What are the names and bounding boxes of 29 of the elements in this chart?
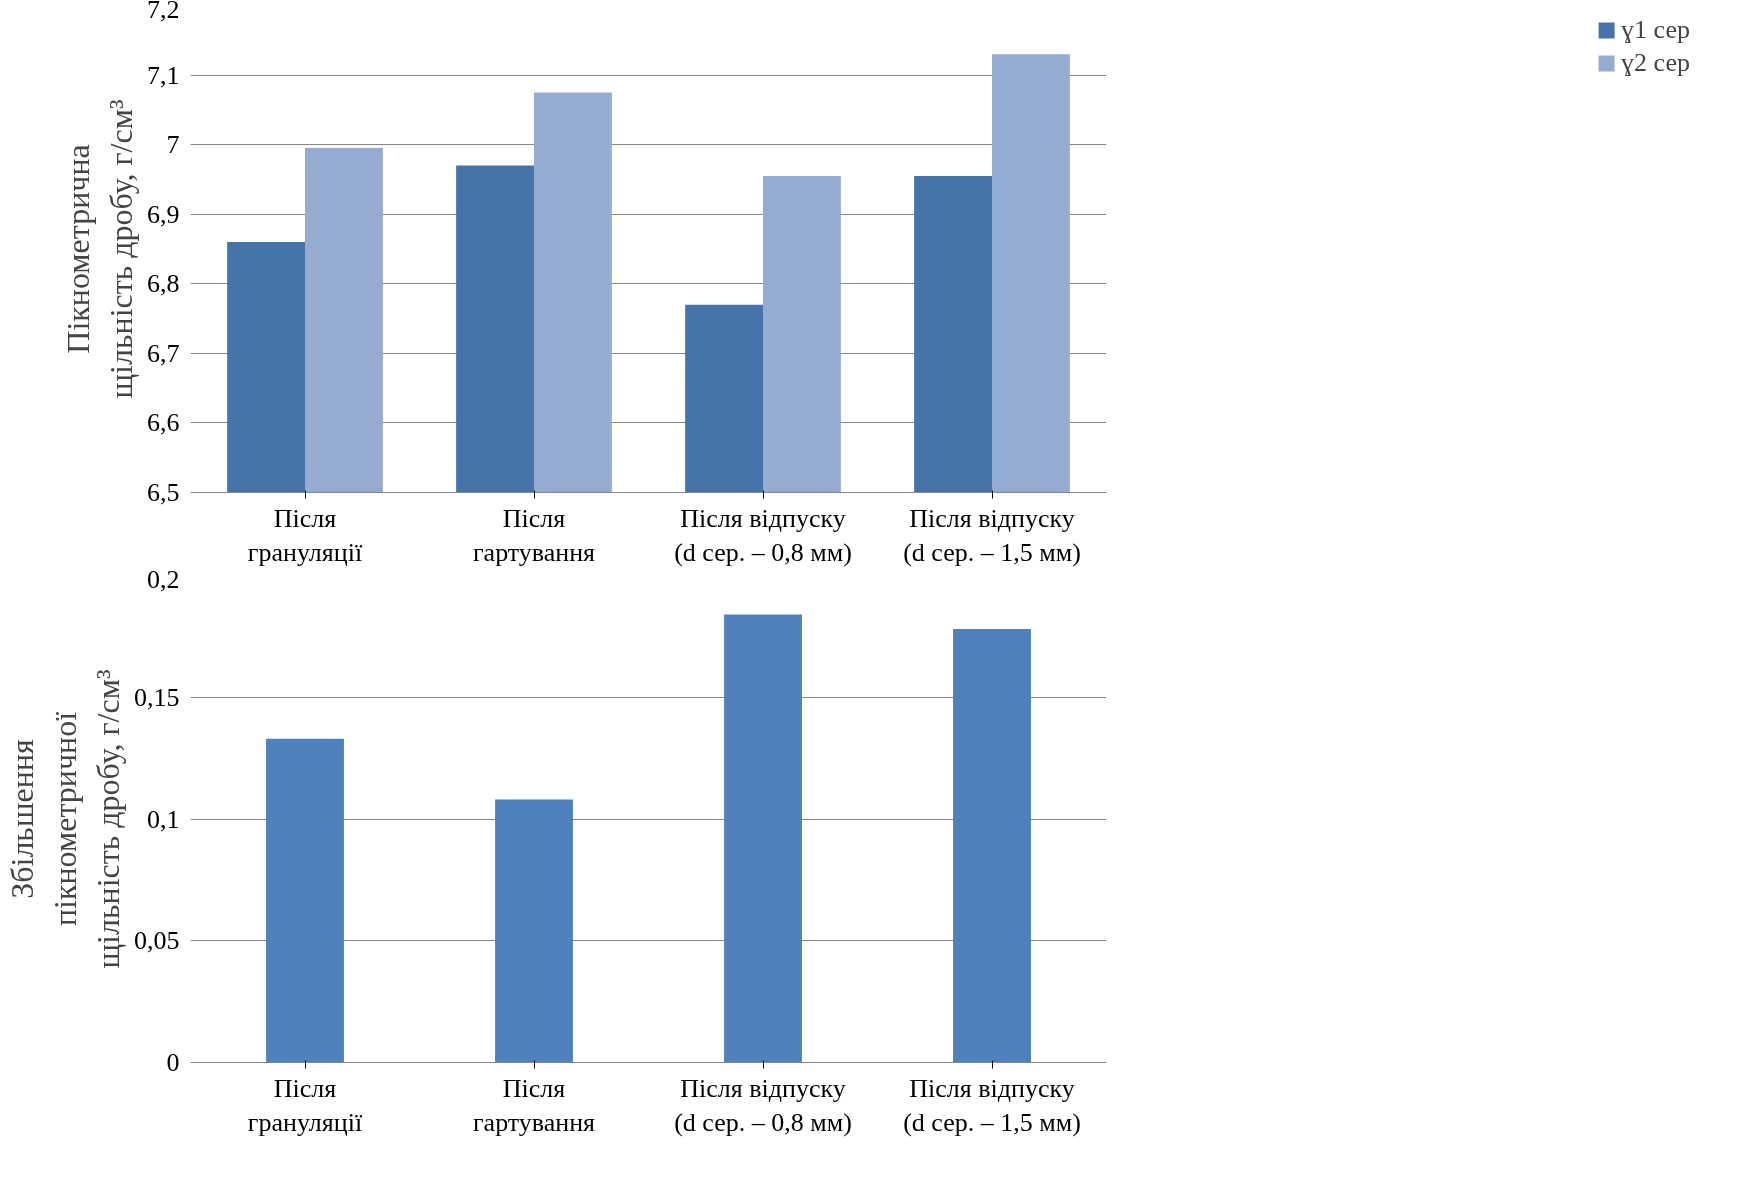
legend-label: ɣ2 сер	[1621, 48, 1690, 78]
y-tick-label: 0,15	[134, 682, 180, 712]
x-tick-label: Після гартування	[472, 503, 596, 568]
y-tick-label: 7	[166, 130, 180, 160]
bar	[266, 738, 344, 1063]
y-tick-label: 0,1	[147, 804, 180, 834]
y-tick-label: 7,2	[147, 0, 180, 24]
x-tick-label: Після відпуску (d сер. – 1,5 мм)	[903, 1073, 1081, 1138]
bar	[953, 629, 1031, 1063]
y-tick-label: 6,9	[147, 199, 180, 229]
bar	[495, 799, 573, 1063]
y-tick-label: 6,5	[147, 478, 180, 507]
y-tick-label: 6,7	[147, 338, 180, 368]
y-tick-label: 6,6	[147, 408, 180, 438]
x-tick-label: Після грануляції	[247, 503, 363, 568]
y-tick-label: 7,1	[147, 60, 180, 90]
x-tick-label: Після відпуску (d сер. – 0,8 мм)	[674, 1073, 852, 1138]
y-tick-label: 6,8	[147, 269, 180, 299]
x-tick-label: Після відпуску (d сер. – 0,8 мм)	[674, 503, 852, 568]
x-tick-label: Після гартування	[472, 1073, 596, 1138]
y-axis-title: Збільшення пікнометричної щільність дробу, г/см³	[3, 669, 126, 969]
x-tick-label: Після відпуску (d сер. – 1,5 мм)	[903, 503, 1081, 568]
y-tick-label: 0,05	[134, 926, 180, 956]
legend-label: ɣ1 сер	[1621, 15, 1690, 45]
bar	[724, 614, 802, 1063]
y-tick-label: 0,2	[147, 564, 180, 594]
y-tick-label: 0	[166, 1048, 180, 1077]
y-axis-title: Пікнометрична щільність дробу, г/см³	[59, 99, 139, 399]
x-tick-label: Після грануляції	[247, 1073, 363, 1138]
